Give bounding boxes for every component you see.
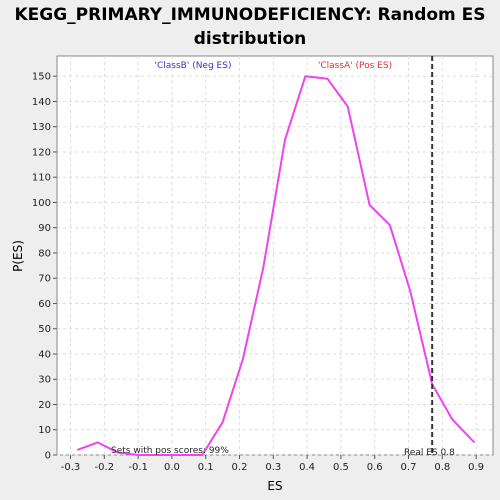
y-tick-label: 0 xyxy=(45,451,51,462)
y-tick-label: 150 xyxy=(32,72,51,83)
y-tick-label: 70 xyxy=(38,274,51,285)
y-tick-label: 90 xyxy=(38,223,51,234)
chart-title-line2: distribution xyxy=(194,29,306,49)
y-tick-label: 30 xyxy=(38,375,51,386)
x-tick-label: 0.4 xyxy=(299,462,315,473)
x-tick-label: -0.3 xyxy=(61,462,81,473)
neg-es-label: 'ClassB' (Neg ES) xyxy=(155,61,232,71)
x-tick-label: 0.1 xyxy=(198,462,214,473)
x-tick-label: 0.2 xyxy=(232,462,248,473)
y-tick-label: 10 xyxy=(38,425,51,436)
y-tick-label: 140 xyxy=(32,97,51,108)
y-tick-label: 80 xyxy=(38,248,51,259)
y-tick-label: 40 xyxy=(38,349,51,360)
x-tick-label: -0.2 xyxy=(95,462,115,473)
y-tick-label: 20 xyxy=(38,400,51,411)
y-tick-label: 120 xyxy=(32,147,51,158)
y-tick-label: 130 xyxy=(32,122,51,133)
x-tick-label: 0.8 xyxy=(434,462,450,473)
x-tick-label: 0.7 xyxy=(401,462,417,473)
axis-ticks: 0 10 20 30 40 50 60 70 80 90 100 110 120 130 140 150 -0.… xyxy=(32,72,484,473)
x-tick-label: 0.3 xyxy=(265,462,281,473)
pos-scores-annotation: Sets with pos scores: 99% xyxy=(111,446,229,456)
y-tick-label: 110 xyxy=(32,173,51,184)
real-es-annotation: Real ES 0.8 xyxy=(404,448,455,458)
y-tick-label: 60 xyxy=(38,299,51,310)
y-axis-label: P(ES) xyxy=(11,240,25,272)
x-tick-label: 0.9 xyxy=(468,462,484,473)
x-tick-label: 0.6 xyxy=(367,462,383,473)
x-tick-label: 0.5 xyxy=(333,462,349,473)
pos-es-label: 'ClassA' (Pos ES) xyxy=(318,61,392,71)
x-axis-label: ES xyxy=(267,479,282,493)
y-tick-label: 50 xyxy=(38,324,51,335)
series-line xyxy=(76,75,476,456)
x-tick-label: -0.1 xyxy=(128,462,148,473)
x-tick-label: 0.0 xyxy=(164,462,180,473)
chart-title-line1: KEGG_PRIMARY_IMMUNODEFICIENCY: Random ES xyxy=(14,5,485,25)
series-layer xyxy=(76,75,476,456)
y-tick-label: 100 xyxy=(32,198,51,209)
plot-area xyxy=(56,55,494,456)
